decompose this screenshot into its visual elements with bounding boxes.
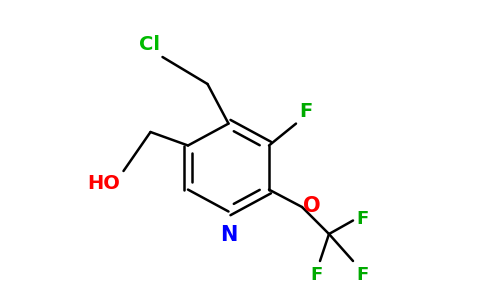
Text: F: F [311,266,323,284]
Text: F: F [356,210,368,228]
Text: Cl: Cl [138,35,160,54]
Text: F: F [356,266,368,284]
Text: N: N [220,225,237,245]
Text: O: O [303,196,321,215]
Text: HO: HO [88,174,121,193]
Text: F: F [299,102,312,121]
